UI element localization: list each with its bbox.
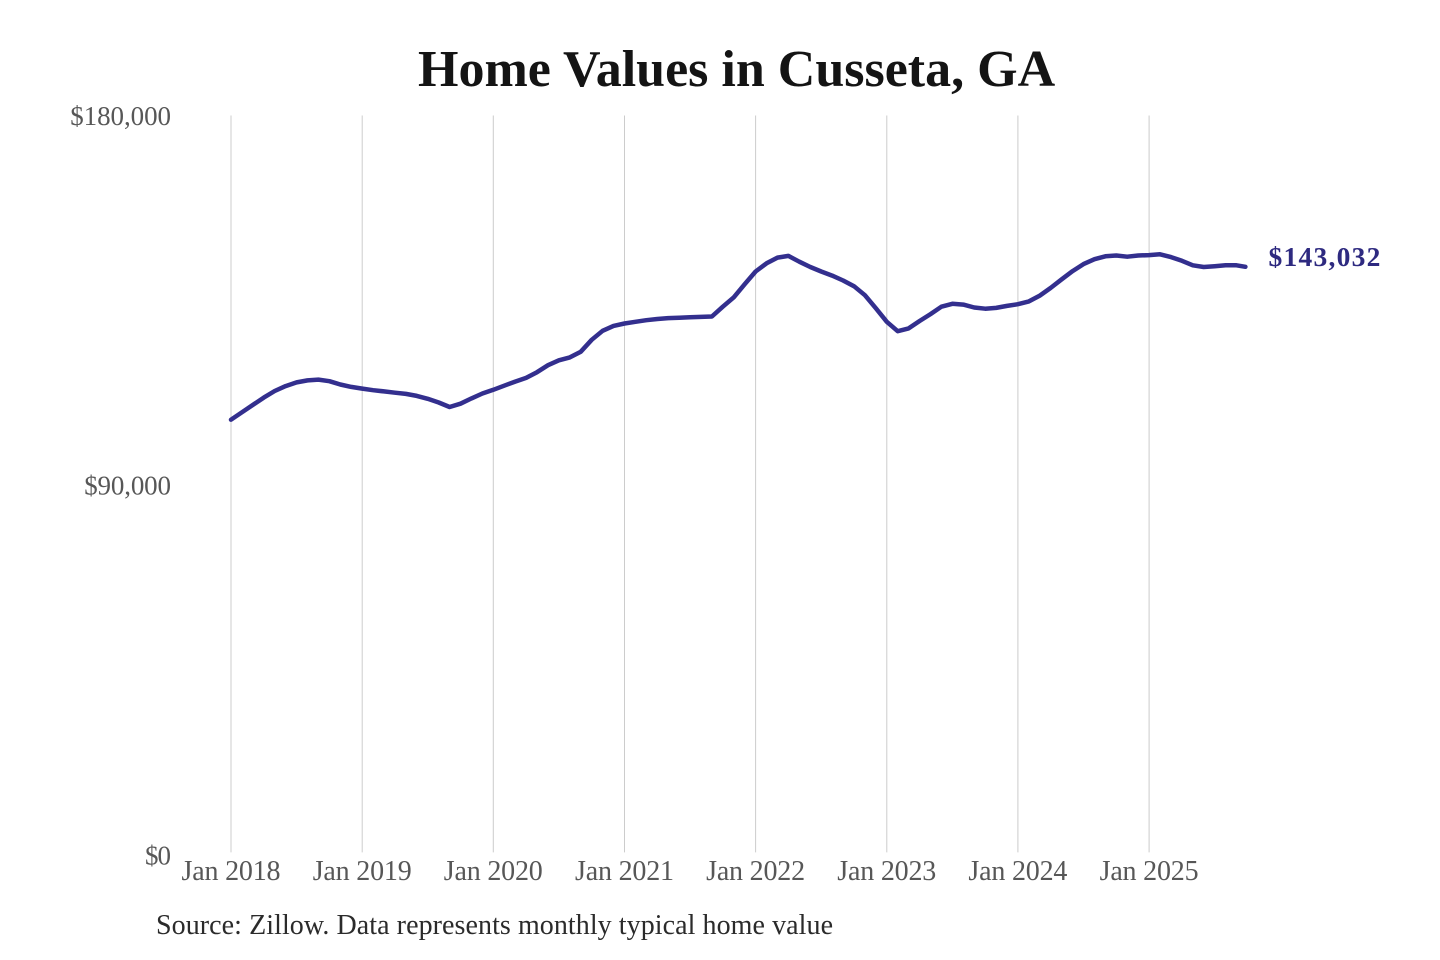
svg-text:Source: Zillow. Data represent: Source: Zillow. Data represents monthly … bbox=[156, 910, 833, 941]
svg-text:Home Values in Cusseta, GA: Home Values in Cusseta, GA bbox=[418, 41, 1056, 98]
svg-text:$0: $0 bbox=[145, 841, 171, 871]
svg-text:$90,000: $90,000 bbox=[84, 471, 171, 501]
svg-text:Jan 2021: Jan 2021 bbox=[575, 856, 674, 887]
svg-text:$143,032: $143,032 bbox=[1269, 241, 1381, 272]
svg-text:Jan 2019: Jan 2019 bbox=[313, 856, 412, 887]
svg-text:$180,000: $180,000 bbox=[70, 101, 171, 131]
svg-text:Jan 2023: Jan 2023 bbox=[837, 856, 936, 887]
svg-text:Jan 2022: Jan 2022 bbox=[706, 856, 805, 887]
svg-text:Jan 2024: Jan 2024 bbox=[968, 856, 1067, 887]
svg-text:Jan 2025: Jan 2025 bbox=[1100, 856, 1199, 887]
svg-text:Jan 2018: Jan 2018 bbox=[182, 856, 281, 887]
svg-text:Jan 2020: Jan 2020 bbox=[444, 856, 543, 887]
